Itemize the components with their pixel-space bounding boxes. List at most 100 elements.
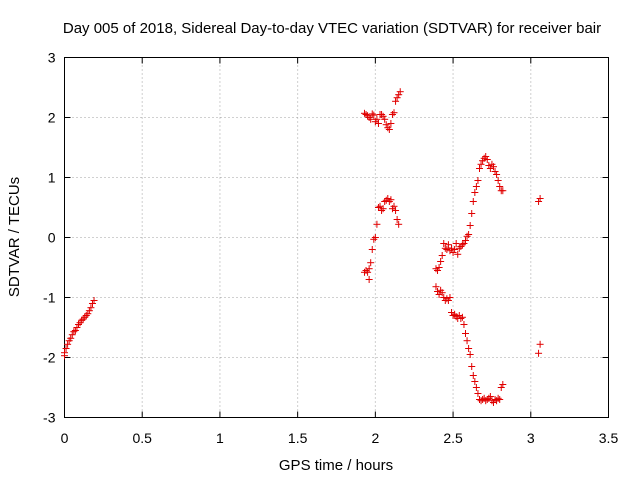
data-point (477, 160, 485, 168)
data-point (374, 204, 382, 211)
data-point (365, 276, 373, 283)
data-point (483, 156, 491, 163)
data-point (497, 384, 505, 391)
data-point (379, 112, 387, 120)
data-point (384, 124, 392, 132)
data-point (449, 249, 457, 256)
data-point (468, 210, 476, 217)
data-point (462, 237, 470, 244)
data-point (446, 294, 454, 301)
data-point (460, 321, 468, 328)
x-tick-label: 3.5 (599, 430, 619, 446)
data-point (438, 289, 446, 297)
y-tick-label: 0 (48, 230, 56, 246)
y-tick-label: 1 (48, 170, 56, 186)
data-point (368, 246, 376, 253)
data-point (365, 114, 373, 121)
data-point (392, 207, 400, 214)
data-point (475, 165, 483, 172)
data-point (452, 313, 460, 321)
data-point (81, 313, 89, 321)
data-point (496, 183, 504, 190)
data-point (61, 349, 68, 357)
data-point (384, 195, 392, 202)
data-point (70, 328, 78, 336)
data-point (469, 372, 477, 379)
data-point (382, 121, 390, 129)
data-point (374, 120, 382, 127)
points-layer (61, 88, 544, 406)
data-point (393, 216, 401, 223)
data-point (535, 198, 543, 205)
data-point (387, 196, 395, 204)
data-point (73, 324, 81, 331)
data-point (444, 241, 452, 249)
data-point (432, 283, 440, 291)
data-point (68, 331, 76, 339)
data-point (440, 240, 448, 247)
data-point (364, 268, 372, 276)
data-point (395, 91, 403, 99)
data-point (499, 381, 507, 388)
data-point (448, 309, 456, 316)
data-point (486, 165, 494, 172)
data-point (443, 246, 451, 253)
y-tick-label: -3 (43, 410, 56, 426)
data-point (370, 111, 378, 119)
data-point (499, 187, 507, 195)
data-point (469, 198, 477, 205)
x-tick-label: 0.5 (132, 430, 152, 446)
data-point (78, 316, 86, 324)
data-point (465, 231, 473, 238)
data-point (457, 243, 465, 250)
data-point (390, 202, 398, 210)
data-point (387, 120, 395, 127)
data-point (474, 177, 482, 184)
y-tick-label: -1 (43, 290, 56, 306)
data-point (452, 240, 460, 247)
x-tick-label: 1.5 (288, 430, 308, 446)
data-point (489, 163, 497, 171)
data-point (88, 300, 96, 307)
data-point (496, 396, 504, 403)
y-axis-title: SDTVAR / TECUs (6, 177, 23, 297)
data-point (362, 111, 370, 118)
data-point (493, 171, 501, 178)
data-point (379, 205, 387, 213)
data-point (491, 168, 499, 175)
data-point (67, 334, 75, 342)
x-tick-label: 2.5 (443, 430, 463, 446)
data-point (471, 189, 479, 196)
grid-layer (64, 57, 609, 418)
data-point (62, 345, 70, 352)
data-point (434, 288, 442, 295)
data-point (370, 235, 378, 243)
data-point (388, 111, 396, 118)
x-tick-label: 2 (371, 430, 379, 446)
data-point (393, 94, 401, 102)
data-point (440, 294, 448, 301)
data-point (472, 183, 480, 190)
data-point (74, 321, 82, 328)
data-point (462, 330, 470, 337)
data-point (364, 112, 372, 120)
data-point (457, 315, 465, 322)
data-point (485, 162, 493, 169)
data-point (85, 307, 93, 315)
data-point (472, 384, 480, 391)
data-point (373, 115, 381, 123)
x-tick-label: 0 (61, 430, 69, 446)
data-point (494, 177, 502, 184)
data-point (385, 198, 393, 205)
data-point (371, 234, 379, 241)
data-point (474, 390, 482, 397)
data-point (378, 207, 386, 214)
data-point (395, 220, 403, 228)
data-point (483, 396, 491, 403)
data-point (385, 126, 393, 133)
data-point (494, 394, 502, 402)
data-point (373, 220, 381, 228)
data-point (362, 267, 370, 274)
chart-title: Day 005 of 2018, Sidereal Day-to-day VTE… (63, 20, 601, 37)
